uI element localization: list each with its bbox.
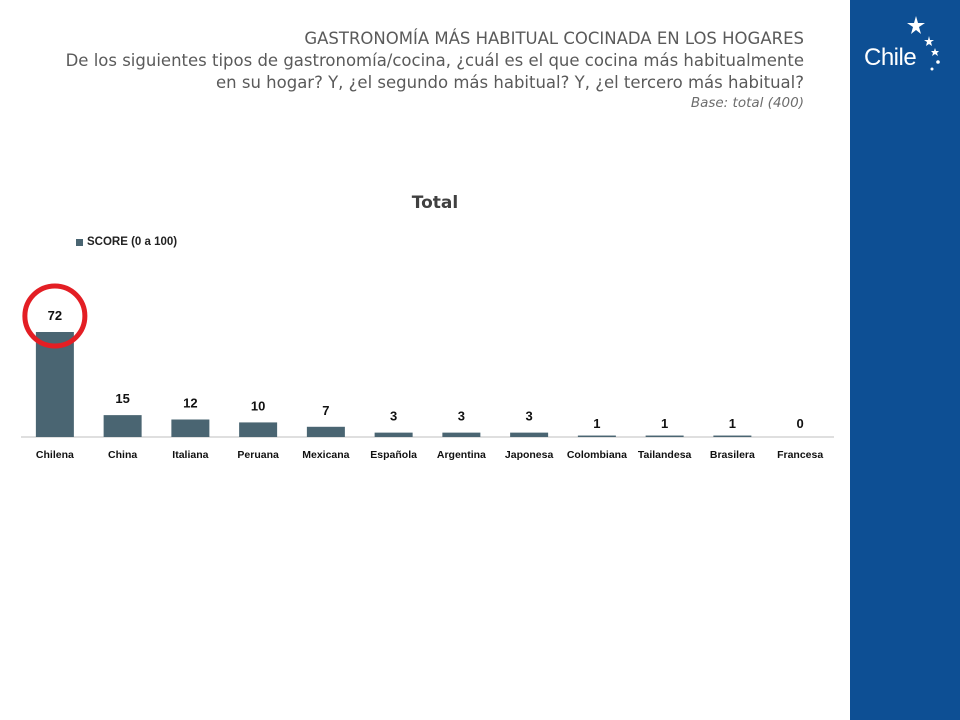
category-label-china: China	[108, 449, 137, 461]
chart-legend: SCORE (0 a 100)	[76, 236, 177, 248]
bar-chart: 72Chilena15China12Italiana10Peruana7Mexi…	[21, 283, 834, 461]
bar-tailandesa	[645, 435, 684, 437]
bar-chilena	[35, 332, 74, 437]
chile-logo-text: Chile	[864, 44, 917, 71]
category-label-colombiana: Colombiana	[567, 449, 627, 461]
brand-sidebar: Chile	[850, 0, 960, 720]
category-label-japonesa: Japonesa	[505, 449, 554, 461]
category-label-peruana: Peruana	[237, 449, 279, 461]
highlight-circle	[22, 283, 88, 349]
legend-swatch	[76, 238, 83, 246]
survey-question: De los siguientes tipos de gastronomía/c…	[65, 51, 804, 92]
bar-japonesa	[510, 432, 549, 437]
data-label-china: 15	[115, 391, 129, 406]
bar-argentina	[442, 432, 481, 437]
chart-title: Total	[411, 193, 459, 213]
bar-española	[374, 432, 413, 437]
bar-italiana	[171, 419, 210, 437]
category-label-chilena: Chilena	[36, 449, 74, 461]
bar-peruana	[239, 422, 278, 437]
data-label-española: 3	[390, 409, 397, 424]
category-label-española: Española	[370, 449, 417, 461]
category-label-francesa: Francesa	[777, 449, 823, 461]
data-label-japonesa: 3	[526, 409, 533, 424]
data-label-francesa: 0	[797, 416, 804, 431]
bar-colombiana	[577, 435, 616, 437]
bar-china	[103, 415, 142, 437]
category-label-italiana: Italiana	[172, 449, 208, 461]
data-label-italiana: 12	[183, 396, 197, 411]
category-label-brasilera: Brasilera	[710, 449, 755, 461]
category-label-mexicana: Mexicana	[302, 449, 349, 461]
category-label-tailandesa: Tailandesa	[638, 449, 692, 461]
slide-header: GASTRONOMÍA MÁS HABITUAL COCINADA EN LOS…	[60, 28, 804, 112]
sample-base: Base: total (400)	[690, 95, 804, 111]
data-label-peruana: 10	[251, 398, 265, 413]
category-label-argentina: Argentina	[437, 449, 486, 461]
bar-mexicana	[306, 426, 345, 437]
data-label-colombiana: 1	[593, 416, 600, 431]
data-label-tailandesa: 1	[661, 416, 668, 431]
data-label-argentina: 3	[458, 409, 465, 424]
bar-brasilera	[713, 435, 752, 437]
legend-label: SCORE (0 a 100)	[87, 236, 178, 248]
data-label-mexicana: 7	[322, 403, 329, 418]
slide-title: GASTRONOMÍA MÁS HABITUAL COCINADA EN LOS…	[304, 29, 804, 48]
data-label-brasilera: 1	[729, 416, 736, 431]
data-label-chilena: 72	[48, 308, 62, 323]
star-constellation-icon	[907, 16, 940, 71]
